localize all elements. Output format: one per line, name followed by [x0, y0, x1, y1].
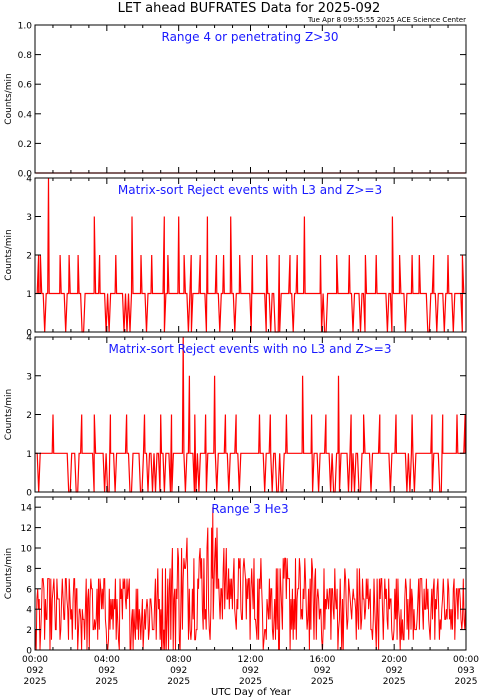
x-tick-label: 08:00: [166, 655, 192, 665]
y-tick-label: 0.2: [18, 140, 32, 150]
panel-title: Matrix-sort Reject events with no L3 and…: [109, 342, 392, 356]
y-tick-label: 2: [26, 411, 32, 421]
panel-3: 0 1 2 3 4 Counts/min Matrix-sort Reject events…: [4, 334, 467, 499]
y-tick-label: 0: [26, 489, 32, 499]
x-tick-label: 093: [457, 666, 474, 676]
y-tick-label: 6: [26, 585, 32, 595]
timestamp-label: Tue Apr 8 09:55:55 2025 ACE Science Cent…: [307, 16, 466, 24]
y-tick-label: 1: [26, 290, 32, 300]
x-tick-label: 00:00: [453, 655, 479, 665]
y-tick-label: 2: [26, 626, 32, 636]
x-tick-label: 092: [26, 666, 43, 676]
x-tick-label: 092: [242, 666, 259, 676]
x-tick-label: 2025: [383, 677, 406, 687]
y-tick-label: 3: [26, 372, 32, 382]
x-tick-label: 2025: [95, 677, 118, 687]
panel-1: 0.0 0.2 0.4 0.6 0.8 1.0 Counts/min Range 4 or p…: [4, 22, 467, 180]
y-tick-label: 3: [26, 213, 32, 223]
y-tick-label: 4: [26, 175, 32, 185]
y-axis-label: Counts/min: [4, 548, 14, 599]
x-tick-label: 2025: [455, 677, 478, 687]
series-line: [35, 177, 466, 333]
y-tick-label: 8: [26, 565, 32, 575]
y-tick-label: 1.0: [18, 22, 33, 32]
panel-title: Range 4 or penetrating Z>30: [162, 30, 339, 44]
x-tick-label: 2025: [167, 677, 190, 687]
y-tick-label: 2: [26, 252, 32, 262]
y-tick-label: 12: [21, 524, 32, 534]
y-tick-label: 4: [26, 334, 32, 344]
y-tick-label: 0.6: [18, 81, 33, 91]
x-tick-label: 00:00: [22, 655, 48, 665]
y-axis-label: Counts/min: [4, 73, 14, 124]
y-tick-label: 4: [26, 606, 32, 616]
y-tick-label: 14: [21, 504, 33, 514]
panel-4: 0 2 4 6 8 10 12 14 Counts/min Range 3 He3: [4, 496, 467, 657]
y-tick-label: 1: [26, 450, 32, 460]
y-tick-label: 0: [26, 647, 32, 657]
panel-title: Range 3 He3: [211, 502, 288, 516]
y-tick-label: 0.4: [18, 110, 33, 120]
x-tick-label: 16:00: [309, 655, 335, 665]
y-tick-label: 0: [26, 329, 32, 339]
x-tick-label: 2025: [24, 677, 47, 687]
x-tick-label: 20:00: [381, 655, 407, 665]
y-axis-label: Counts/min: [4, 389, 14, 440]
panels-group: 0.0 0.2 0.4 0.6 0.8 1.0 Counts/min Range 4 or p…: [4, 22, 467, 657]
y-tick-label: 10: [21, 545, 33, 555]
x-tick-label: 2025: [239, 677, 262, 687]
panel-2: 0 1 2 3 4 Counts/min Matrix-sort Reject events…: [4, 175, 467, 339]
y-axis-label: Counts/min: [4, 229, 14, 280]
x-tick-label: 092: [98, 666, 115, 676]
main-title: LET ahead BUFRATES Data for 2025-092: [118, 1, 381, 16]
x-axis: 00:00092202504:00092202508:00092202512:0…: [22, 655, 479, 687]
panel-title: Matrix-sort Reject events with L3 and Z>…: [118, 183, 382, 197]
x-tick-label: 2025: [311, 677, 334, 687]
x-tick-label: 04:00: [94, 655, 120, 665]
y-tick-label: 0.0: [18, 170, 33, 180]
x-tick-label: 092: [314, 666, 331, 676]
x-tick-label: 12:00: [238, 655, 264, 665]
series-line: [35, 336, 466, 493]
x-tick-label: 092: [386, 666, 403, 676]
x-axis-label: UTC Day of Year: [211, 687, 292, 698]
x-tick-label: 092: [170, 666, 187, 676]
y-tick-label: 0.8: [18, 51, 33, 61]
